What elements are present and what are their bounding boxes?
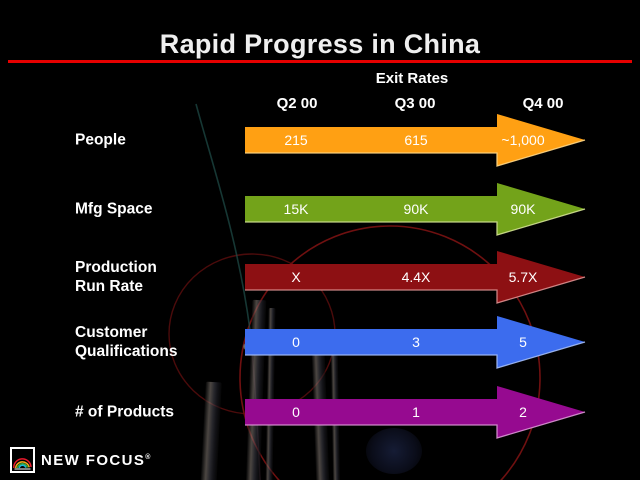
registered-mark: ®	[145, 453, 151, 461]
progress-arrow	[245, 316, 586, 369]
row-label: People	[75, 131, 126, 150]
arrow-bevel-edge	[245, 208, 586, 236]
arrow-bevel-edge	[245, 276, 586, 304]
title-underline-rule	[8, 60, 632, 63]
row-label-line: Production	[75, 259, 157, 276]
progress-arrow	[245, 183, 586, 236]
cell-value: 0	[292, 404, 300, 420]
row-label-line: People	[75, 131, 126, 149]
cell-value: X	[291, 269, 301, 285]
row-label-line: Mfg Space	[75, 200, 153, 218]
row-label: Mfg Space	[75, 200, 153, 219]
arrow-bevel-edge	[245, 139, 586, 167]
cell-value: 615	[404, 132, 428, 148]
row-label-line: Customer	[75, 324, 148, 341]
row-label: Customer Qualifications	[75, 323, 178, 361]
arrow-bevel-edge	[245, 341, 586, 369]
new-focus-logo: NEW FOCUS®	[10, 447, 150, 473]
cell-value: 5.7X	[508, 269, 538, 285]
cell-value: 90K	[510, 201, 536, 217]
photo-blob-decoration	[366, 428, 422, 474]
row-label: # of Products	[75, 403, 174, 422]
progress-arrow	[245, 386, 586, 439]
slide-title: Rapid Progress in China	[159, 29, 481, 59]
cell-value: 15K	[283, 201, 309, 217]
column-header-q4-00: Q4 00	[522, 95, 564, 112]
rainbow-arcs-icon	[13, 458, 32, 470]
new-focus-logo-text: NEW FOCUS®	[41, 452, 150, 469]
cell-value: 3	[412, 334, 420, 350]
row-label-line: Run Rate	[75, 278, 144, 295]
new-focus-logo-icon	[10, 447, 35, 473]
cell-value: ~1,000	[501, 132, 545, 148]
cell-value: 0	[292, 334, 300, 350]
row-label-line: Qualifications	[75, 343, 178, 360]
column-header-q2-00: Q2 00	[276, 95, 318, 112]
arrow-bevel-edge	[245, 411, 586, 439]
column-header-q3-00: Q3 00	[394, 95, 436, 112]
cell-value: 4.4X	[401, 269, 431, 285]
cell-value: 215	[284, 132, 308, 148]
cell-value: 1	[412, 404, 420, 420]
logo-wordmark: NEW FOCUS	[41, 451, 146, 469]
cell-value: 2	[519, 404, 527, 420]
progress-arrow	[245, 251, 586, 304]
exit-rates-header: Exit Rates	[375, 70, 449, 87]
progress-arrow	[245, 114, 586, 167]
fiber-line-decoration	[195, 103, 251, 331]
row-label-line: # of Products	[75, 403, 175, 421]
cell-value: 90K	[403, 201, 429, 217]
red-circle-decoration	[239, 225, 541, 480]
row-label: Production Run Rate	[75, 258, 157, 296]
cell-value: 5	[519, 334, 527, 350]
